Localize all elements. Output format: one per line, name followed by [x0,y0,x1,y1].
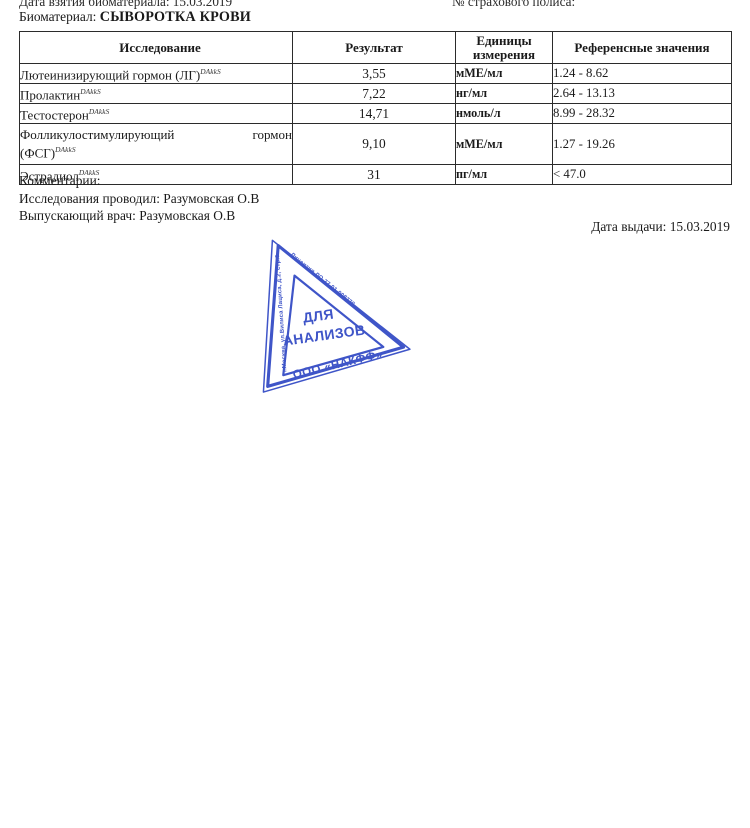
table-row: Лютеинизирующий гормон (ЛГ)DAkkS 3,55 мМ… [19,63,732,84]
cell-units: нмоль/л [455,103,553,124]
accreditation-mark-icon: DAkkS [55,145,76,155]
accreditation-mark-icon: DAkkS [88,107,110,117]
issue-date: Дата выдачи: 15.03.2019 [591,219,730,234]
table-row: ПролактинDAkkS 7,22 нг/мл 2.64 - 13.13 [19,83,732,104]
biomaterial-value: СЫВОРОТКА КРОВИ [99,9,252,25]
accreditation-mark-icon: DAkkS [200,67,221,77]
cell-result: 14,71 [292,103,456,124]
stamp-line2: АНАЛИЗОВ [282,321,367,348]
table-header-row: Исследование Результат Единицы измерения… [19,31,732,64]
column-header-units-line1: Единицы [476,32,532,48]
cell-units: нг/мл [455,83,553,104]
sample-date-line: Дата взятия биоматериала: 15.03.2019 [19,0,233,9]
biomaterial-label: Биоматериал: [19,9,97,24]
stamp-org-text: ООО «НАКФФ» [290,347,385,382]
cell-study-name: Фолликулостимулирующий гормон (ФСГ)DAkkS [19,123,293,165]
cell-result: 7,22 [292,83,456,104]
stamp-address-text: г.Москва, ул.Вилиса Лациса, д.2, стр.6 [266,253,297,372]
stamp-svg: Лицензия ЛО-77-01-008770 г.Москва, ул.Ви… [262,239,411,393]
column-header-reference: Референсные значения [552,31,732,64]
cell-units: пг/мл [455,164,553,185]
accreditation-mark-icon: DAkkS [80,87,101,97]
cell-units: мМЕ/мл [455,63,553,84]
study-name-text: Эстрадиол [20,168,79,184]
study-name-text: Тестостерон [20,107,89,123]
stamp-inner-triangle [282,274,385,377]
cell-study-name: ТестостеронDAkkS [19,103,293,124]
column-header-units: Единицы измерения [455,31,553,64]
results-table: Исследование Результат Единицы измерения… [19,31,732,185]
biomaterial-line: Биоматериал: СЫВОРОТКА КРОВИ [19,9,251,25]
cell-units: мМЕ/мл [455,123,553,165]
results-table-container: Исследование Результат Единицы измерения… [19,31,732,185]
study-name-text: Лютеинизирующий гормон (ЛГ) [20,67,201,83]
cell-study-name: ЭстрадиолDAkkS [19,164,293,185]
cell-reference: 8.99 - 28.32 [552,103,732,124]
insurance-policy-line: № страхового полиса: [452,0,576,9]
cell-result: 31 [292,164,456,185]
cell-reference: 1.24 - 8.62 [552,63,732,84]
cell-reference: 1.27 - 19.26 [552,123,732,165]
stamp-outer-triangle-2 [262,239,411,393]
comments-label: Комментарии: [19,173,101,188]
comments-block: Комментарии: Исследования проводил: Разу… [19,172,259,225]
table-row: ЭстрадиолDAkkS 31 пг/мл < 47.0 [19,164,732,185]
performed-by-line: Исследования проводил: Разумовская О.В [19,190,260,206]
cell-reference: 2.64 - 13.13 [552,83,732,104]
cell-result: 3,55 [292,63,456,84]
study-name-text: Пролактин [20,87,81,103]
study-name-text: Фолликулостимулирующий гормон [20,127,292,143]
table-row: ТестостеронDAkkS 14,71 нмоль/л 8.99 - 28… [19,103,732,124]
cell-study-name: Лютеинизирующий гормон (ЛГ)DAkkS [19,63,293,84]
accreditation-mark-icon: DAkkS [78,168,100,178]
stamp-license-text: Лицензия ЛО-77-01-008770 [288,244,356,316]
table-row: Фолликулостимулирующий гормон (ФСГ)DAkkS … [19,123,732,165]
cell-result: 9,10 [292,123,456,165]
column-header-result: Результат [292,31,456,64]
cut-off-header-strip: Дата взятия биоматериала: 15.03.2019 № с… [0,0,750,9]
column-header-study: Исследование [19,31,293,64]
analysis-stamp: Лицензия ЛО-77-01-008770 г.Москва, ул.Ви… [238,228,411,398]
released-by-line: Выпускающий врач: Разумовская О.В [19,208,236,223]
column-header-units-line2: измерения [472,46,536,62]
study-name-text-line2: (ФСГ)DAkkS [20,145,76,161]
cell-reference: < 47.0 [552,164,732,185]
stamp-line1: ДЛЯ [302,306,335,326]
stamp-outer-triangle [266,244,406,388]
cell-study-name: ПролактинDAkkS [19,83,293,104]
